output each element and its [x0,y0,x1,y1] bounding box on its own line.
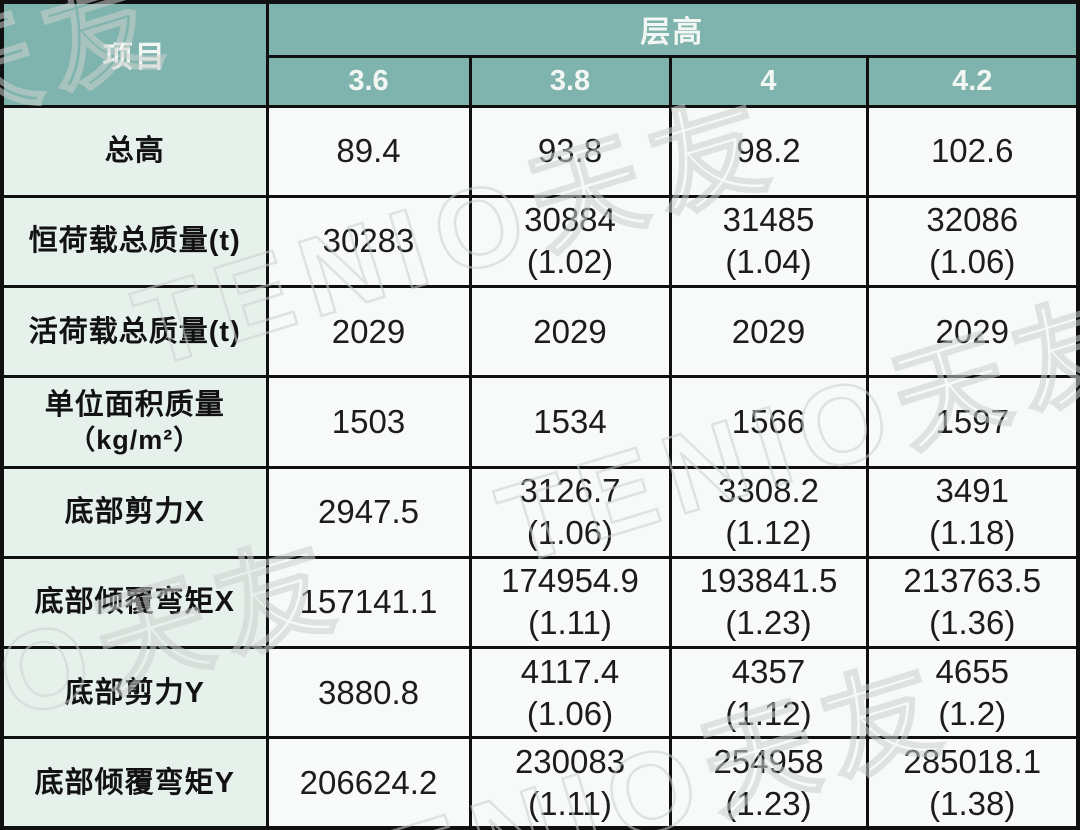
data-cell: 102.6 [865,104,1080,198]
data-cell: 193841.5 (1.23) [668,555,869,650]
data-cell: 3308.2 (1.12) [668,465,869,559]
data-cell: 285018.1 (1.38) [865,736,1080,830]
corner-header-item: 项目 [0,0,269,108]
data-cell: 157141.1 [265,555,472,650]
table-row: 单位面积质量 （kg/m²） 1503 1534 1566 1597 [0,375,1080,469]
data-cell: 2029 [668,284,869,379]
row-label: 底部倾覆弯矩Y [0,736,269,830]
row-label-text: 底部剪力X [64,496,205,529]
table-row: 总高 89.4 93.8 98.2 102.6 [0,104,1080,198]
group-header-floor-height: 层高 [265,0,1080,58]
row-label-text: 活荷载总质量(t) [28,315,241,348]
data-cell: 1566 [668,375,869,469]
data-cell: 98.2 [668,104,869,198]
row-label: 底部倾覆弯矩X [0,555,269,650]
row-label-text: 底部剪力Y [64,676,205,709]
row-label-text: 恒荷载总质量(t) [28,225,241,258]
row-label-subtext: （kg/m²） [68,424,202,455]
data-cell: 174954.9 (1.11) [468,555,672,650]
data-cell: 3880.8 [265,645,472,740]
table-row: 恒荷载总质量(t) 30283 30884 (1.02) 31485 (1.04) … [0,194,1080,289]
data-cell: 3126.7 (1.06) [468,465,672,559]
row-label: 总高 [0,104,269,198]
column-header: 4 [668,54,869,108]
data-cell: 2029 [265,284,472,379]
data-cell: 213763.5 (1.36) [865,555,1080,650]
table-row: 底部剪力X 2947.5 3126.7 (1.06) 3308.2 (1.12) 3… [0,465,1080,559]
data-cell: 2029 [865,284,1080,379]
data-cell: 230083 (1.11) [468,736,672,830]
data-cell: 3491 (1.18) [865,465,1080,559]
data-cell: 93.8 [468,104,672,198]
data-cell: 1503 [265,375,472,469]
column-header: 4.2 [865,54,1080,108]
row-label-text: 单位面积质量 [44,388,225,421]
table-row: 底部倾覆弯矩Y 206624.2 230083 (1.11) 254958 (1.2… [0,736,1080,830]
row-label-text: 底部倾覆弯矩X [34,586,235,619]
table-row: 底部倾覆弯矩X 157141.1 174954.9 (1.11) 193841.5… [0,555,1080,650]
row-label: 恒荷载总质量(t) [0,194,269,289]
row-label: 底部剪力X [0,465,269,559]
data-cell: 31485 (1.04) [668,194,869,289]
row-label: 单位面积质量 （kg/m²） [0,375,269,469]
data-cell: 4655 (1.2) [865,645,1080,740]
data-cell: 32086 (1.06) [865,194,1080,289]
data-cell: 89.4 [265,104,472,198]
column-header: 3.6 [265,54,472,108]
data-cell: 1597 [865,375,1080,469]
data-cell: 4357 (1.12) [668,645,869,740]
table-row: 底部剪力Y 3880.8 4117.4 (1.06) 4357 (1.12) 465… [0,645,1080,740]
data-cell: 2029 [468,284,672,379]
table-row: 活荷载总质量(t) 2029 2029 2029 2029 [0,284,1080,379]
data-cell: 254958 (1.23) [668,736,869,830]
data-cell: 206624.2 [265,736,472,830]
row-label: 底部剪力Y [0,645,269,740]
data-cell: 4117.4 (1.06) [468,645,672,740]
row-label-text: 总高 [104,135,165,168]
row-label: 活荷载总质量(t) [0,284,269,379]
row-label-text: 底部倾覆弯矩Y [34,766,235,799]
data-cell: 30884 (1.02) [468,194,672,289]
data-cell: 30283 [265,194,472,289]
data-cell: 2947.5 [265,465,472,559]
column-header: 3.8 [468,54,672,108]
data-cell: 1534 [468,375,672,469]
